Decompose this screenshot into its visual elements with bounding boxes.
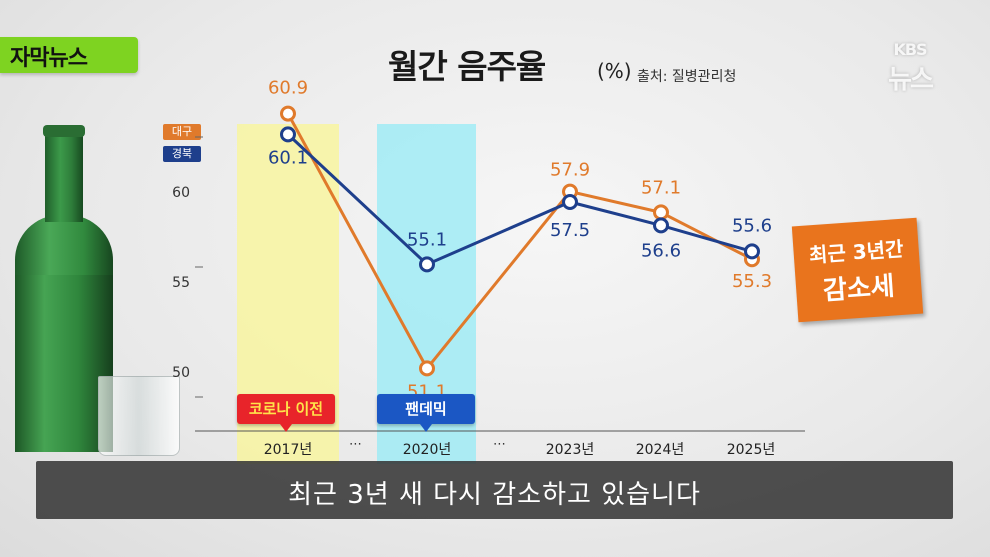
news-tag: 자막뉴스 xyxy=(0,37,138,73)
soju-bottle xyxy=(15,262,113,452)
data-label-daegu: 57.9 xyxy=(550,160,590,181)
data-label-daegu: 57.1 xyxy=(641,177,681,198)
y-tick-label: 55 xyxy=(172,275,190,291)
shot-glass xyxy=(98,376,180,456)
soju-bottle-cap xyxy=(43,125,85,137)
data-label-gyeongbuk: 57.5 xyxy=(550,220,590,241)
data-label-gyeongbuk: 60.1 xyxy=(268,147,308,168)
series-line-gyeongbuk xyxy=(286,133,753,267)
soju-bottle-shoulder xyxy=(15,215,113,275)
y-tick-label: 60 xyxy=(172,185,190,201)
data-point-daegu xyxy=(653,204,669,221)
pandemic-badge-pointer xyxy=(420,424,432,432)
x-gap: ⋯ xyxy=(349,437,362,452)
data-label-daegu: 55.3 xyxy=(732,271,772,292)
data-point-gyeongbuk xyxy=(562,194,578,210)
x-label: 2023년 xyxy=(545,442,595,458)
chart-title: 월간 음주율 xyxy=(388,47,546,86)
x-gap: ⋯ xyxy=(493,437,506,452)
soju-bottle-neck xyxy=(45,127,83,222)
x-label: 2017년 xyxy=(263,442,313,458)
data-point-gyeongbuk xyxy=(280,126,296,143)
data-point-daegu xyxy=(280,105,296,122)
chart-source: 출처: 질병관리청 xyxy=(637,69,737,85)
x-label: 2020년 xyxy=(402,442,452,458)
chart-unit: (%) xyxy=(597,59,632,83)
trend-callout-line2: 감소세 xyxy=(821,271,896,307)
logo-line1: KBS xyxy=(893,40,927,59)
legend-gyeongbuk: 경북 xyxy=(163,146,201,162)
y-tick-label: 50 xyxy=(172,365,190,381)
data-label-gyeongbuk: 55.1 xyxy=(407,229,447,250)
subtitle-bar: 최근 3년 새 다시 감소하고 있습니다 xyxy=(36,461,953,519)
legend-daegu: 대구 xyxy=(163,124,201,140)
series-line-daegu xyxy=(286,112,753,372)
trend-callout: 최근 3년간 감소세 xyxy=(791,217,924,323)
data-label-gyeongbuk: 55.6 xyxy=(732,215,772,236)
trend-callout-line1: 최근 3년간 xyxy=(808,236,905,268)
data-label-gyeongbuk: 56.6 xyxy=(641,240,681,261)
subtitle-text: 최근 3년 새 다시 감소하고 있습니다 xyxy=(288,480,701,510)
pre-covid-badge: 코로나 이전 xyxy=(237,394,335,424)
x-label: 2025년 xyxy=(726,442,776,458)
x-label: 2024년 xyxy=(635,442,685,458)
data-point-daegu xyxy=(419,360,435,377)
data-label-daegu: 60.9 xyxy=(268,78,308,99)
pre-covid-badge-pointer xyxy=(280,424,292,432)
data-point-gyeongbuk xyxy=(744,243,760,260)
broadcaster-logo: KBS 뉴스 xyxy=(870,40,950,100)
data-point-gyeongbuk xyxy=(653,217,669,234)
logo-line2: 뉴스 xyxy=(888,65,934,95)
pandemic-badge: 팬데믹 xyxy=(377,394,475,424)
data-point-gyeongbuk xyxy=(419,256,435,273)
news-tag-label: 자막뉴스 xyxy=(10,46,88,71)
